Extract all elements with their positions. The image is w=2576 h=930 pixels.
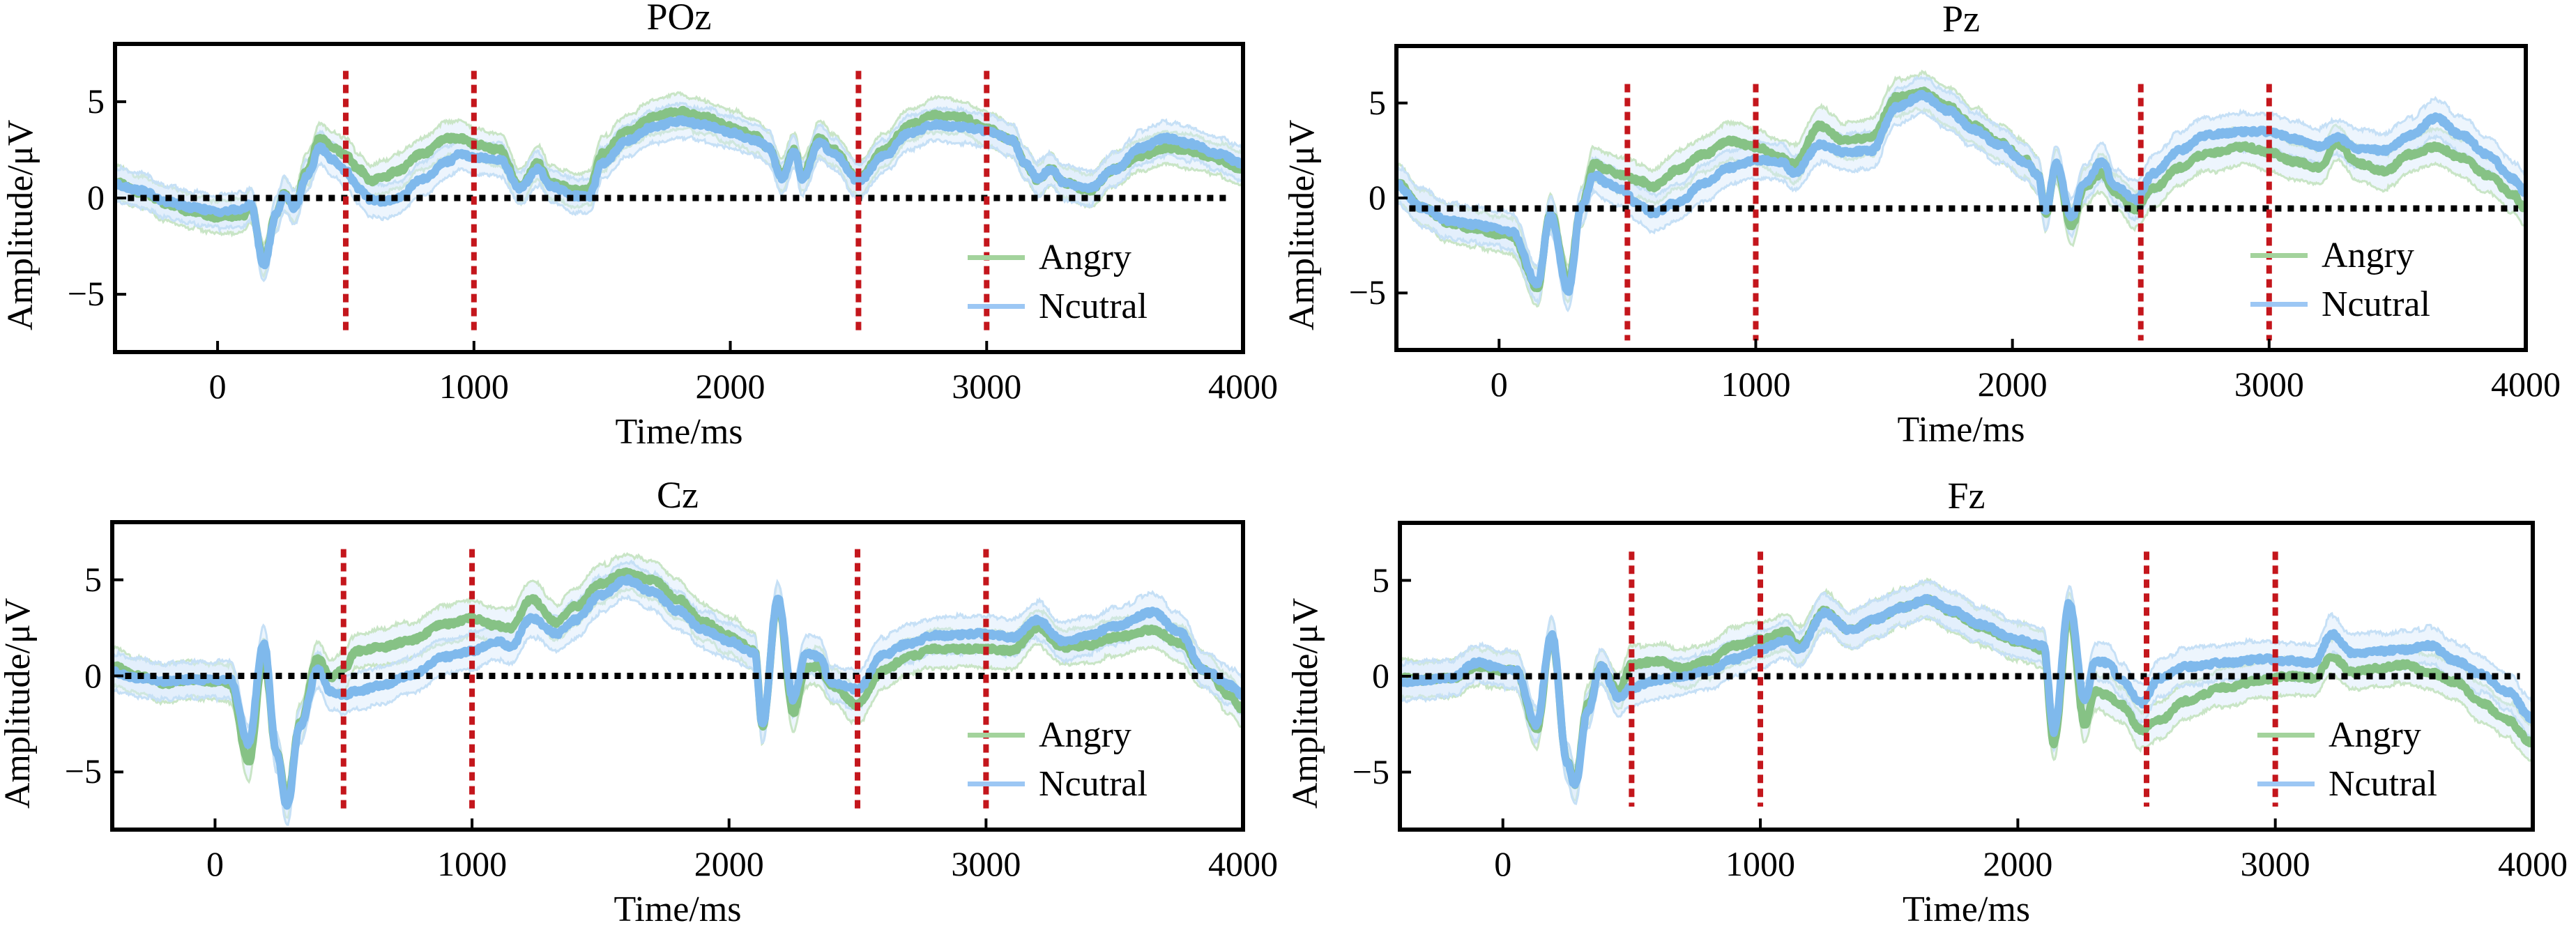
- legend-swatch-angry: [2257, 733, 2315, 738]
- x-axis-label: Time/ms: [1897, 410, 2025, 450]
- y-tick-label: 5: [87, 81, 105, 121]
- x-tick-label: 1000: [1721, 365, 1791, 404]
- x-tick-label: 4000: [1208, 367, 1278, 406]
- y-tick-label: −5: [67, 274, 105, 314]
- band-upper-ncutral: [112, 559, 1243, 788]
- x-tick-label: 4000: [2498, 844, 2568, 883]
- y-tick-label: −5: [64, 752, 102, 791]
- x-tick-label: 0: [206, 844, 224, 883]
- legend-swatch-neutral: [968, 782, 1025, 786]
- x-tick-label: 3000: [952, 367, 1022, 406]
- legend-label: Ncutral: [1039, 287, 1148, 326]
- chart-title: Cz: [657, 474, 699, 516]
- x-tick-label: 3000: [2234, 365, 2304, 404]
- band-lower-angry: [1400, 615, 2533, 802]
- legend-item-neutral: Ncutral: [968, 763, 1148, 805]
- x-tick-label: 1000: [1725, 844, 1796, 883]
- band-upper-angry: [112, 551, 1243, 785]
- x-axis-label: Time/ms: [615, 412, 743, 452]
- legend-swatch-neutral: [2250, 302, 2308, 307]
- legend-label: Angry: [2322, 236, 2414, 275]
- band-lower-ncutral: [112, 594, 1243, 826]
- x-tick-label: 1000: [439, 367, 509, 406]
- legend-label: Angry: [1039, 238, 1131, 277]
- y-tick-label: −5: [1348, 273, 1386, 312]
- legend-item-neutral: Ncutral: [2250, 284, 2430, 325]
- legend-swatch-angry: [968, 255, 1025, 260]
- confidence-band-ncutral: [112, 561, 1243, 825]
- y-tick-label: 0: [84, 655, 102, 695]
- y-tick-label: −5: [1352, 752, 1389, 791]
- x-tick-label: 0: [208, 367, 227, 406]
- x-tick-label: 4000: [1208, 844, 1278, 883]
- x-axis-label: Time/ms: [613, 890, 742, 929]
- legend-swatch-neutral: [968, 304, 1025, 309]
- x-tick-label: 3000: [951, 844, 1021, 883]
- legend-item-angry: Angry: [968, 237, 1131, 278]
- band-lower-ncutral: [1396, 110, 2526, 313]
- band-upper-ncutral: [115, 101, 1243, 252]
- series-line-ncutral: [112, 574, 1243, 810]
- legend-label: Ncutral: [1039, 764, 1148, 804]
- x-tick-label: 2000: [694, 844, 764, 883]
- legend-item-angry: Angry: [968, 715, 1131, 756]
- series-line-ncutral: [115, 115, 1243, 270]
- x-tick-label: 1000: [437, 844, 508, 883]
- x-axis-label: Time/ms: [1902, 890, 2031, 929]
- y-tick-label: 0: [1372, 656, 1389, 695]
- chart-title: Fz: [1947, 475, 1986, 517]
- x-tick-label: 4000: [2491, 365, 2561, 404]
- y-tick-label: 0: [87, 178, 105, 217]
- x-tick-label: 3000: [2240, 844, 2310, 883]
- legend-item-neutral: Ncutral: [2257, 763, 2437, 805]
- series-line-ncutral: [1396, 89, 2526, 296]
- legend-label: Angry: [1039, 715, 1131, 755]
- x-tick-label: 2000: [1977, 365, 2048, 404]
- y-tick-label: 5: [1372, 560, 1389, 600]
- y-tick-label: 0: [1369, 178, 1386, 217]
- x-tick-label: 0: [1494, 844, 1512, 883]
- legend-swatch-angry: [2250, 253, 2308, 258]
- legend-label: Ncutral: [2322, 284, 2430, 324]
- chart-title: POz: [646, 0, 712, 38]
- y-tick-label: 5: [84, 559, 102, 599]
- x-tick-label: 0: [1490, 365, 1508, 404]
- legend-item-neutral: Ncutral: [968, 286, 1148, 327]
- x-tick-label: 2000: [1983, 844, 2053, 883]
- series-line-ncutral: [1400, 594, 2533, 789]
- chart-title: Pz: [1942, 0, 1980, 40]
- legend-swatch-angry: [968, 733, 1025, 738]
- legend-label: Ncutral: [2329, 764, 2437, 804]
- band-lower-ncutral: [115, 135, 1243, 282]
- band-upper-ncutral: [1400, 579, 2533, 768]
- legend-item-angry: Angry: [2257, 715, 2421, 756]
- y-tick-label: 5: [1369, 82, 1386, 122]
- legend-swatch-neutral: [2257, 782, 2315, 786]
- x-tick-label: 2000: [695, 367, 765, 406]
- legend-item-angry: Angry: [2250, 235, 2414, 276]
- legend-label: Angry: [2329, 715, 2421, 755]
